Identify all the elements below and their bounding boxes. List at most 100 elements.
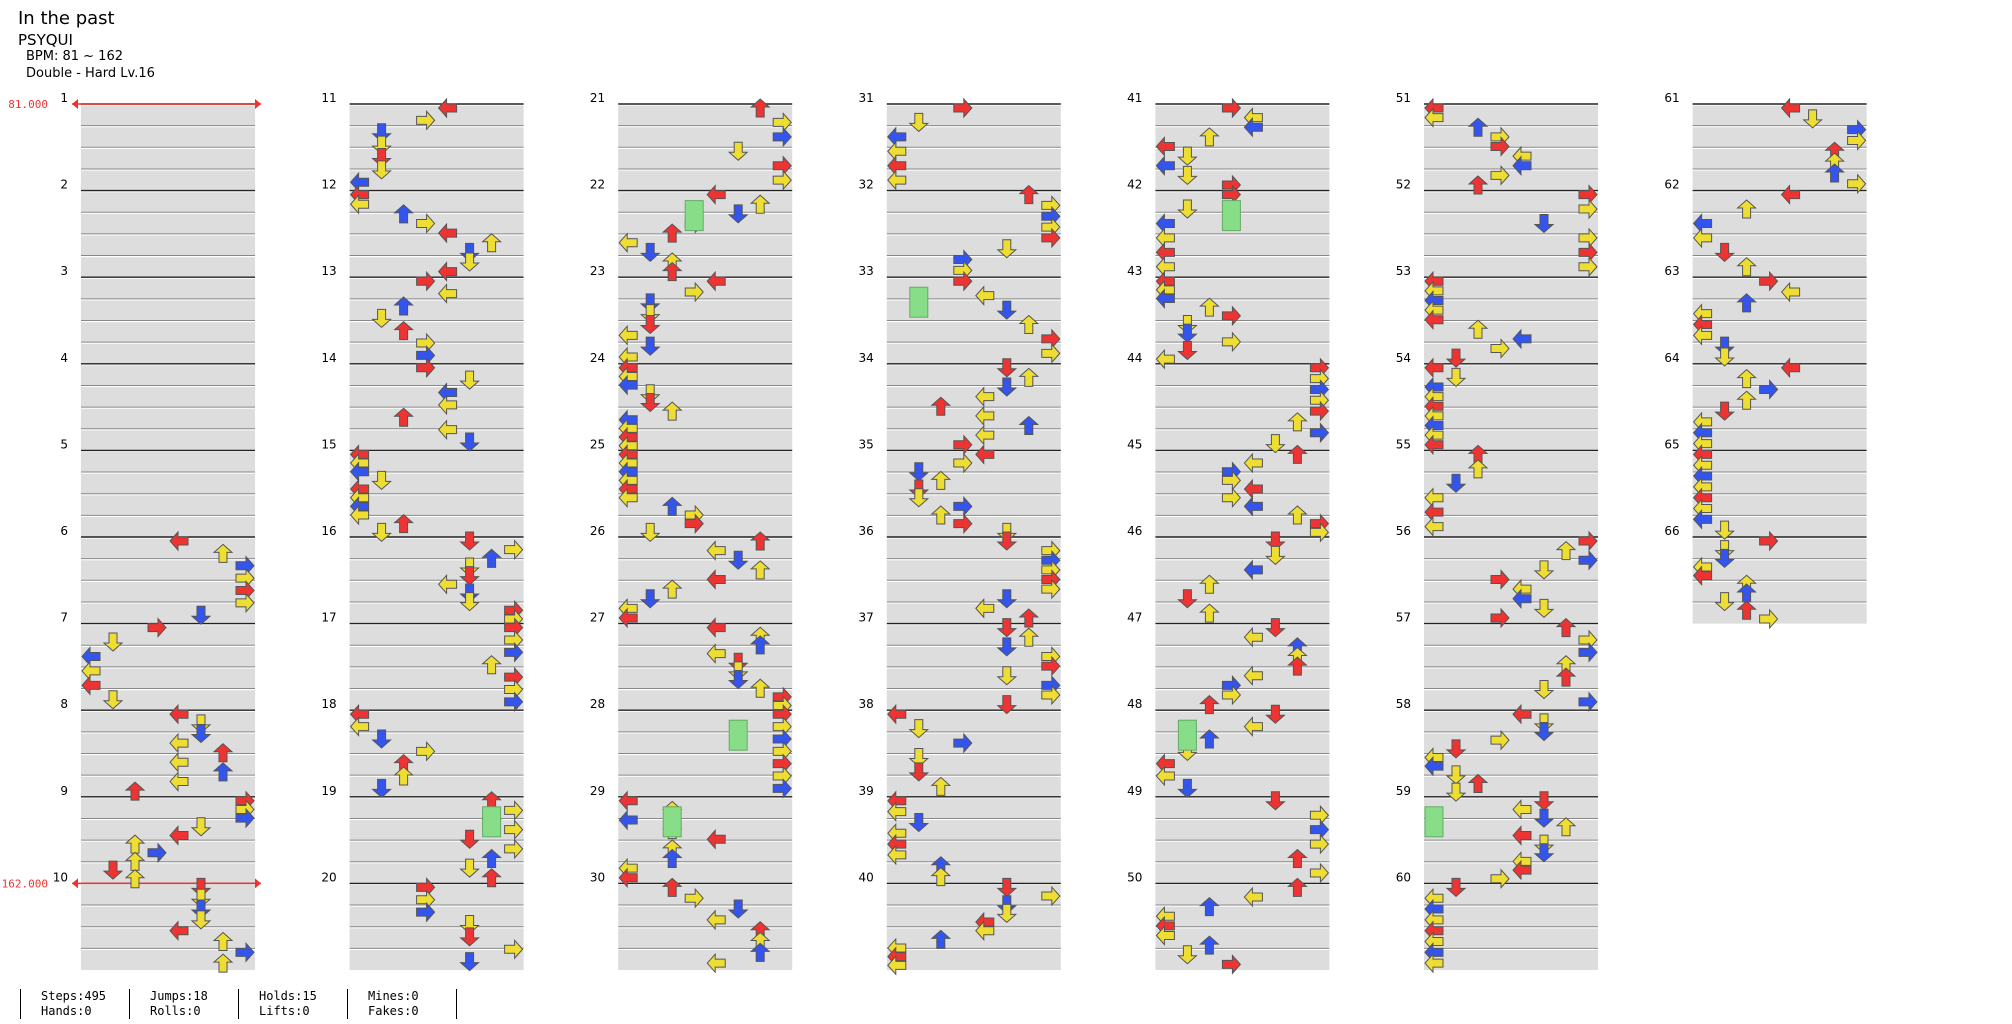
stat-jumps: Jumps:18 [150, 989, 208, 1003]
beat-stripe [886, 776, 1061, 797]
arrow-left-icon [1512, 588, 1532, 610]
arrow-down-icon [1445, 782, 1467, 802]
arrow-right-icon [1041, 655, 1061, 677]
beat-stripe [81, 387, 255, 408]
beat-stripe [886, 170, 1061, 191]
arrow-left-icon [169, 751, 189, 773]
measure-number: 15 [321, 437, 336, 451]
arrow-up-icon [481, 868, 502, 888]
beat-stripe [349, 430, 524, 451]
arrow-down-icon [1177, 589, 1198, 609]
beat-stripe [349, 560, 524, 581]
arrow-up-icon [481, 233, 502, 253]
arrow-left-icon [1243, 716, 1263, 737]
measure-18: 18 [321, 697, 524, 797]
stats-col-holds: Holds:15 Lifts:0 [238, 989, 347, 1019]
arrow-down-icon [996, 877, 1018, 898]
beat-stripe [618, 213, 793, 234]
measure-22: 22 [590, 178, 793, 278]
bpm-label: 162.000 [2, 877, 48, 890]
stat-hands: Hands:0 [41, 1004, 92, 1018]
arrow-left-icon [706, 909, 726, 931]
beat-stripe [349, 798, 524, 819]
beat-stripe [349, 235, 524, 256]
arrow-up-icon [1018, 415, 1040, 436]
arrow-left-icon [1243, 626, 1263, 648]
measure-number: 9 [60, 784, 68, 798]
measure-number: 18 [321, 697, 336, 711]
beat-stripe [81, 711, 255, 732]
arrow-left-icon [1424, 309, 1444, 331]
beat-stripe [1424, 322, 1598, 343]
beat-stripe [81, 105, 255, 126]
arrow-up-icon [481, 848, 502, 869]
beat-stripe [618, 581, 793, 602]
arrow-up-icon [930, 929, 952, 949]
beat-stripe [1424, 690, 1598, 711]
beat-stripe [618, 690, 793, 711]
beat-stripe [1155, 322, 1330, 343]
beat-stripe [618, 560, 793, 581]
arrow-left-icon [1155, 925, 1175, 946]
beat-stripe [349, 343, 524, 364]
measure-number: 25 [590, 437, 605, 451]
arrow-up-icon [1287, 877, 1308, 897]
arrow-right-icon [953, 434, 973, 456]
measure-number: 23 [590, 264, 605, 278]
beat-stripe [1692, 387, 1867, 408]
measure-number: 5 [60, 437, 68, 451]
arrow-left-icon [1692, 509, 1713, 530]
arrow-left-icon [169, 920, 189, 942]
arrow-left-icon [1424, 107, 1444, 128]
arrow-up-icon [1018, 367, 1040, 387]
arrow-down-icon [639, 315, 661, 335]
beat-stripe [1424, 798, 1598, 819]
arrow-right-icon [1309, 422, 1330, 444]
beat-stripe [81, 603, 255, 624]
arrow-left-icon [975, 285, 995, 306]
arrow-down-icon [996, 377, 1018, 397]
beat-stripe [618, 235, 793, 256]
beat-stripe [1424, 517, 1598, 537]
hold-body-icon [1424, 806, 1444, 838]
measure-46: 46 [1127, 524, 1330, 624]
measure-number: 45 [1127, 437, 1142, 451]
beat-stripe [1155, 603, 1330, 624]
beat-stripe [618, 603, 793, 624]
measure-5: 5 [60, 437, 255, 537]
arrow-down-icon [1177, 778, 1198, 799]
beat-stripe [1424, 192, 1598, 213]
arrow-up-icon [481, 655, 502, 675]
arrow-up-icon [661, 496, 683, 516]
measure-54: 54 [1396, 351, 1598, 451]
arrow-down-icon [908, 762, 930, 782]
stat-holds: Holds:15 [259, 989, 317, 1003]
measure-64: 64 [1664, 351, 1867, 451]
arrow-right-icon [953, 732, 973, 754]
beat-stripe [1155, 408, 1330, 429]
measure-number: 27 [590, 611, 605, 625]
arrow-down-icon [190, 910, 212, 930]
arrow-down-icon [908, 748, 930, 768]
arrow-down-icon [459, 432, 480, 452]
arrow-right-icon [416, 901, 436, 923]
beat-stripe [1424, 257, 1598, 278]
beat-stripe [1692, 473, 1867, 494]
measure-number: 24 [590, 351, 605, 365]
arrow-right-icon [953, 270, 973, 292]
hold-body-icon [728, 719, 748, 751]
beat-stripe [618, 105, 793, 126]
measure-48: 48 [1127, 697, 1330, 797]
arrow-down-icon [1533, 213, 1555, 234]
beat-stripe [618, 733, 793, 754]
arrow-down-icon [1533, 598, 1555, 619]
arrow-left-icon [618, 790, 638, 812]
measure-55: 55 [1396, 437, 1598, 537]
beat-stripe [1424, 906, 1598, 927]
measure-44: 44 [1127, 351, 1330, 451]
beat-stripe [1155, 430, 1330, 451]
arrow-right-icon [772, 778, 792, 799]
arrow-down-icon [727, 550, 749, 570]
arrow-left-icon [887, 801, 907, 822]
beat-stripe [618, 950, 793, 970]
